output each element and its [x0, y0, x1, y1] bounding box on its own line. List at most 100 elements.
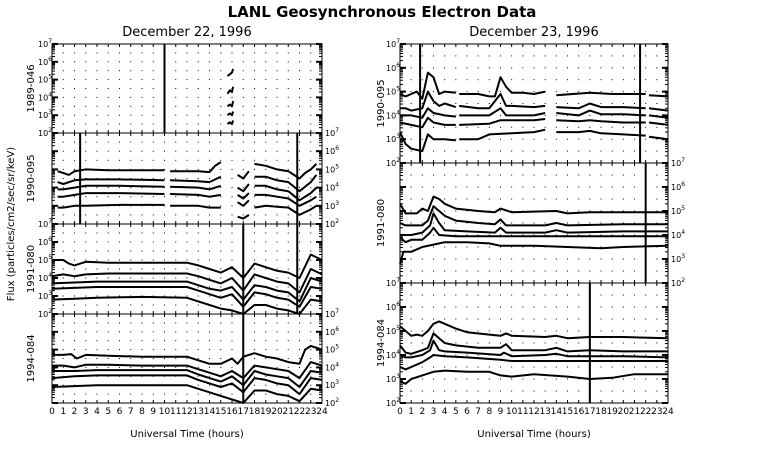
grid-dot: [299, 141, 300, 143]
grid-dot: [220, 70, 222, 72]
grid-dot: [62, 268, 64, 270]
grid-dot: [589, 55, 591, 57]
grid-dot: [231, 340, 233, 342]
grid-dot: [634, 186, 635, 188]
grid-dot: [231, 259, 233, 261]
grid-dot: [254, 187, 255, 189]
grid-dot: [74, 277, 75, 279]
grid-dot: [186, 61, 188, 63]
grid-dot: [410, 126, 412, 128]
grid-dot: [299, 150, 300, 152]
grid-dot: [141, 105, 143, 107]
grid-dot: [567, 258, 568, 260]
grid-dot: [522, 306, 524, 308]
grid-dot: [500, 366, 501, 368]
grid-dot: [622, 234, 624, 236]
grid-dot: [209, 295, 210, 297]
y-tick-exponent: 6: [335, 326, 339, 333]
grid-dot: [544, 222, 546, 224]
grid-dot: [130, 322, 132, 324]
grid-dot: [622, 67, 624, 69]
grid-dot: [164, 277, 165, 279]
grid-dot: [522, 174, 524, 176]
x-tick-label: 16: [573, 407, 585, 417]
grid-dot: [175, 141, 177, 143]
grid-dot: [500, 294, 501, 296]
grid-dot: [276, 96, 278, 98]
grid-dot: [186, 52, 188, 54]
grid-dot: [433, 210, 434, 212]
grid-dot: [85, 322, 87, 324]
grid-dot: [567, 150, 568, 152]
grid-dot: [242, 105, 244, 107]
grid-dot: [622, 378, 624, 380]
grid-dot: [141, 241, 143, 243]
y-tick-exponent: 5: [396, 86, 400, 93]
grid-dot: [74, 322, 75, 324]
grid-dot: [265, 214, 267, 216]
grid-dot: [600, 306, 602, 308]
grid-dot: [656, 342, 658, 344]
grid-dot: [578, 390, 580, 392]
grid-dot: [299, 331, 300, 333]
grid-dot: [197, 259, 199, 261]
y-tick-label: 104: [671, 229, 685, 240]
grid-dot: [209, 88, 210, 89]
grid-dot: [242, 141, 244, 143]
y-tick-label: 103: [325, 200, 339, 211]
grid-dot: [421, 174, 423, 176]
grid-dot: [130, 79, 132, 81]
grid-dot: [645, 390, 647, 392]
y-tick-exponent: 7: [396, 38, 400, 45]
panel-1990-095: 102 103 104 105 106 107 1990-095: [376, 38, 669, 168]
grid-dot: [96, 277, 98, 279]
grid-dot: [265, 187, 267, 189]
grid-dot: [421, 258, 423, 260]
grid-dot: [555, 91, 557, 93]
grid-dot: [276, 214, 278, 216]
grid-dot: [310, 349, 312, 351]
grid-dot: [444, 55, 446, 57]
grid-dot: [186, 96, 188, 98]
grid-dot: [410, 91, 412, 93]
y-tick-exponent: 7: [335, 127, 339, 134]
grid-dot: [544, 366, 546, 368]
series-line-channel-4: [399, 354, 668, 371]
grid-dot: [130, 196, 132, 198]
grid-dot: [611, 258, 613, 260]
grid-dot: [107, 88, 109, 89]
grid-dot: [254, 205, 255, 207]
grid-dot: [209, 187, 210, 189]
grid-dot: [567, 354, 568, 356]
grid-dot: [231, 168, 233, 170]
x-tick-label: 17: [584, 407, 595, 417]
grid-dot: [242, 187, 244, 189]
grid-dot: [141, 178, 143, 179]
grid-dot: [522, 150, 524, 152]
grid-dot: [254, 114, 255, 116]
grid-dot: [119, 141, 120, 143]
grid-dot: [276, 52, 278, 54]
x-tick-label: 22: [294, 407, 305, 417]
grid-dot: [164, 141, 165, 143]
grid-dot: [533, 306, 535, 308]
grid-dot: [96, 70, 98, 72]
grid-dot: [62, 70, 64, 72]
grid-dot: [119, 304, 120, 306]
grid-dot: [555, 378, 557, 380]
y-tick-exponent: 3: [335, 200, 339, 207]
grid-dot: [421, 234, 423, 236]
grid-dot: [522, 294, 524, 296]
grid-dot: [611, 318, 613, 320]
y-tick-exponent: 2: [396, 157, 400, 164]
grid-dot: [656, 126, 658, 128]
grid-dot: [287, 340, 289, 342]
grid-dot: [488, 234, 490, 236]
grid-dot: [130, 331, 132, 333]
grid-dot: [455, 258, 457, 260]
grid-dot: [533, 270, 535, 272]
grid-dot: [466, 55, 468, 57]
grid-dot: [533, 378, 535, 380]
grid-dot: [433, 55, 434, 57]
y-tick-exponent: 2: [48, 127, 52, 134]
